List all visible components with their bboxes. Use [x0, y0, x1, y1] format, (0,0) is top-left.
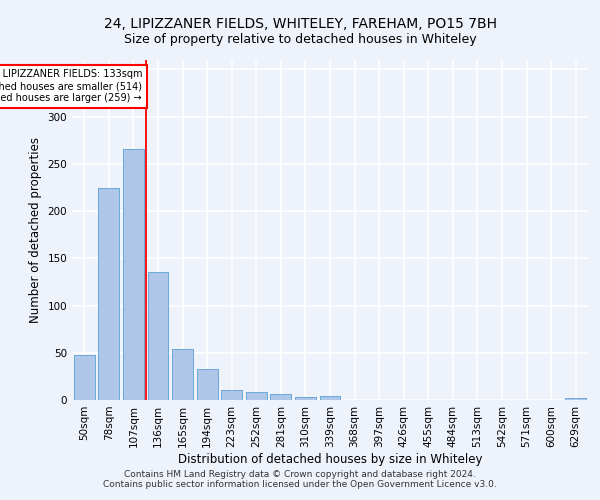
Y-axis label: Number of detached properties: Number of detached properties	[29, 137, 42, 323]
Bar	[197, 369, 218, 400]
Bar	[320, 396, 340, 400]
Bar	[172, 349, 193, 400]
Bar	[98, 188, 119, 400]
Text: Size of property relative to detached houses in Whiteley: Size of property relative to detached ho…	[124, 32, 476, 46]
Bar	[74, 354, 95, 400]
Text: 24 LIPIZZANER FIELDS: 133sqm
← 66% of detached houses are smaller (514)
34% of s: 24 LIPIZZANER FIELDS: 133sqm ← 66% of de…	[0, 70, 142, 102]
Bar	[221, 390, 242, 400]
Bar	[271, 394, 292, 400]
Bar	[246, 392, 267, 400]
Text: 24, LIPIZZANER FIELDS, WHITELEY, FAREHAM, PO15 7BH: 24, LIPIZZANER FIELDS, WHITELEY, FAREHAM…	[104, 18, 497, 32]
Bar	[123, 149, 144, 400]
X-axis label: Distribution of detached houses by size in Whiteley: Distribution of detached houses by size …	[178, 452, 482, 466]
Bar	[565, 398, 586, 400]
Text: Contains HM Land Registry data © Crown copyright and database right 2024.
Contai: Contains HM Land Registry data © Crown c…	[103, 470, 497, 489]
Bar	[148, 272, 169, 400]
Bar	[295, 397, 316, 400]
